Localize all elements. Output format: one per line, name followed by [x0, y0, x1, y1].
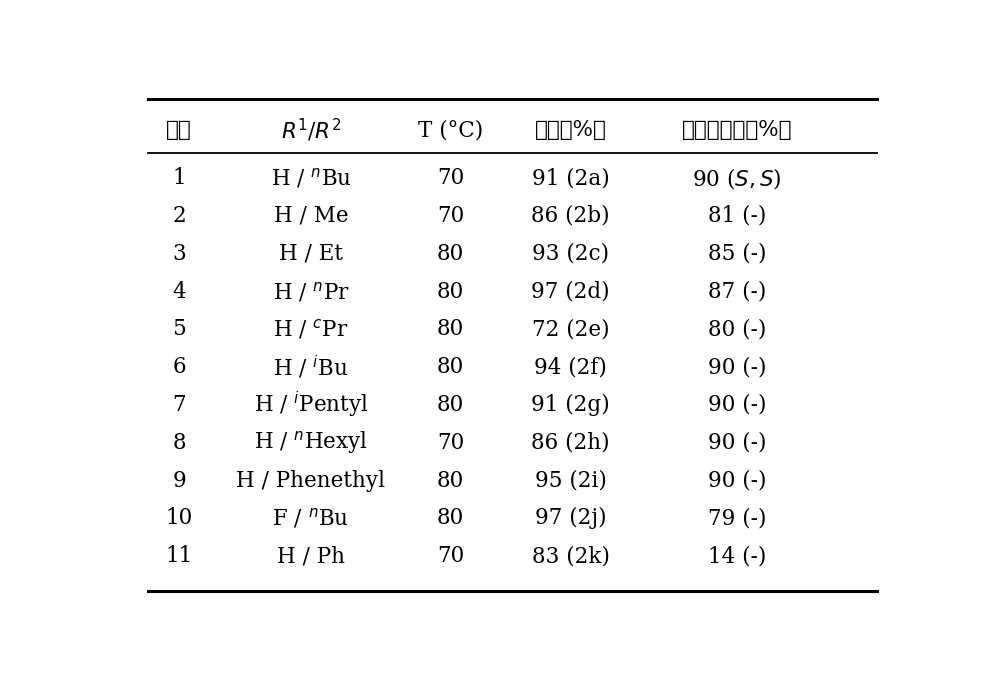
Text: 80: 80	[437, 280, 464, 303]
Text: 85 (-): 85 (-)	[708, 243, 767, 265]
Text: 80: 80	[437, 356, 464, 378]
Text: 80: 80	[437, 243, 464, 265]
Text: 80: 80	[437, 318, 464, 341]
Text: 90 (-): 90 (-)	[708, 432, 767, 454]
Text: H / $^i$Pentyl: H / $^i$Pentyl	[254, 390, 368, 420]
Text: 70: 70	[437, 205, 464, 227]
Text: F / $^n$Bu: F / $^n$Bu	[272, 506, 350, 530]
Text: 90 (-): 90 (-)	[708, 394, 767, 416]
Text: H / $^n$Pr: H / $^n$Pr	[273, 280, 349, 303]
Text: 10: 10	[166, 507, 193, 529]
Text: H / $^i$Bu: H / $^i$Bu	[273, 353, 349, 380]
Text: H / Et: H / Et	[279, 243, 343, 265]
Text: 97 (2d): 97 (2d)	[531, 280, 610, 303]
Text: 90 (-): 90 (-)	[708, 356, 767, 378]
Text: H / Phenethyl: H / Phenethyl	[237, 470, 386, 492]
Text: 产率（%）: 产率（%）	[535, 119, 607, 141]
Text: 91 (2a): 91 (2a)	[532, 167, 610, 189]
Text: 70: 70	[437, 167, 464, 189]
Text: 7: 7	[172, 394, 186, 416]
Text: 80 (-): 80 (-)	[708, 318, 766, 341]
Text: 90 (-): 90 (-)	[708, 470, 767, 492]
Text: 97 (2j): 97 (2j)	[535, 507, 606, 529]
Text: 1: 1	[172, 167, 186, 189]
Text: 2: 2	[172, 205, 186, 227]
Text: 11: 11	[166, 545, 193, 567]
Text: 5: 5	[172, 318, 186, 341]
Text: 90 ($S,S$): 90 ($S,S$)	[692, 166, 782, 191]
Text: H / Me: H / Me	[274, 205, 348, 227]
Text: $R^1$/$R^2$: $R^1$/$R^2$	[281, 116, 341, 144]
Text: 80: 80	[437, 394, 464, 416]
Text: 4: 4	[172, 280, 186, 303]
Text: 序号: 序号	[166, 119, 192, 141]
Text: 72 (2e): 72 (2e)	[532, 318, 609, 341]
Text: 95 (2i): 95 (2i)	[535, 470, 607, 492]
Text: 86 (2b): 86 (2b)	[531, 205, 610, 227]
Text: 91 (2g): 91 (2g)	[531, 394, 610, 416]
Text: H / Ph: H / Ph	[277, 545, 345, 567]
Text: 80: 80	[437, 470, 464, 492]
Text: 70: 70	[437, 545, 464, 567]
Text: 对映体过量（%）: 对映体过量（%）	[682, 119, 792, 141]
Text: 94 (2f): 94 (2f)	[534, 356, 607, 378]
Text: 8: 8	[172, 432, 186, 454]
Text: 6: 6	[172, 356, 186, 378]
Text: H / $^c$Pr: H / $^c$Pr	[273, 318, 349, 341]
Text: T (°C): T (°C)	[418, 119, 483, 141]
Text: 3: 3	[172, 243, 186, 265]
Text: 70: 70	[437, 432, 464, 454]
Text: 87 (-): 87 (-)	[708, 280, 766, 303]
Text: 9: 9	[172, 470, 186, 492]
Text: H / $^n$Hexyl: H / $^n$Hexyl	[254, 429, 368, 456]
Text: 86 (2h): 86 (2h)	[531, 432, 610, 454]
Text: 79 (-): 79 (-)	[708, 507, 767, 529]
Text: 81 (-): 81 (-)	[708, 205, 766, 227]
Text: 93 (2c): 93 (2c)	[532, 243, 609, 265]
Text: 80: 80	[437, 507, 464, 529]
Text: 14 (-): 14 (-)	[708, 545, 766, 567]
Text: 83 (2k): 83 (2k)	[532, 545, 610, 567]
Text: H / $^n$Bu: H / $^n$Bu	[271, 166, 351, 190]
